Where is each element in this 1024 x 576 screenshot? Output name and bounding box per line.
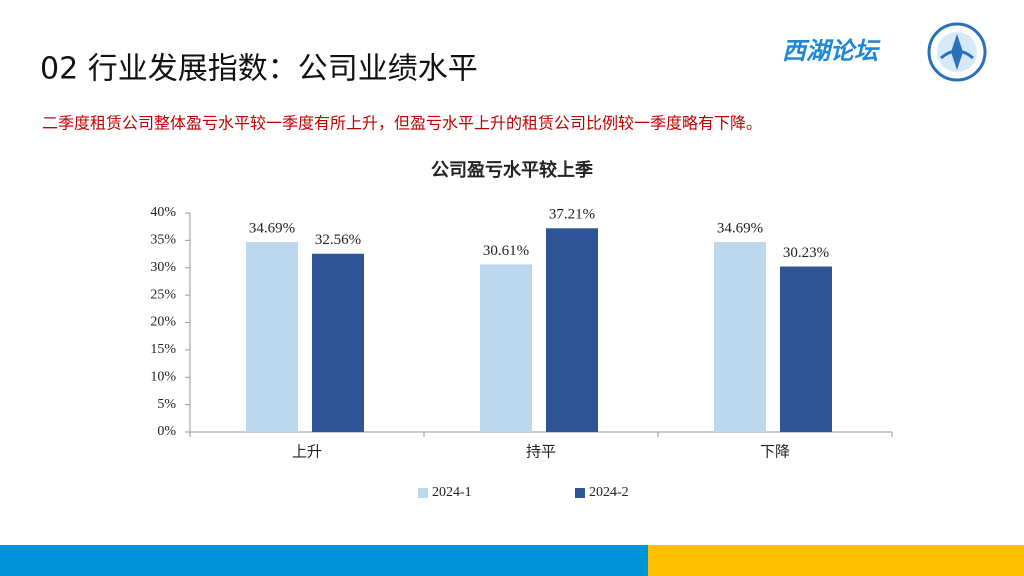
legend-label: 2024-2	[589, 485, 629, 500]
y-tick-label: 20%	[150, 315, 176, 330]
logo-text: 西湖论坛	[782, 37, 881, 65]
y-tick-label: 15%	[150, 342, 176, 357]
bar	[780, 266, 832, 432]
y-tick-label: 30%	[150, 260, 176, 275]
bar	[714, 242, 766, 432]
footer-bar-yellow	[648, 545, 1024, 576]
x-tick-label: 下降	[760, 443, 790, 461]
y-tick-label: 25%	[150, 287, 176, 302]
legend-swatch	[418, 488, 428, 498]
y-tick-label: 0%	[157, 424, 176, 439]
x-tick-label: 上升	[292, 443, 322, 461]
logo-emblem	[927, 22, 987, 82]
legend-swatch	[575, 488, 585, 498]
chart-title: 公司盈亏水平较上季	[431, 159, 593, 180]
slide-title: 02 行业发展指数：公司业绩水平	[40, 52, 478, 87]
y-tick-label: 40%	[150, 205, 176, 220]
value-label: 34.69%	[249, 221, 295, 237]
bar	[246, 242, 298, 432]
legend-label: 2024-1	[432, 485, 472, 500]
bar	[546, 228, 598, 432]
subtitle: 二季度租赁公司整体盈亏水平较一季度有所上升，但盈亏水平上升的租赁公司比例较一季度…	[42, 114, 762, 133]
value-label: 30.23%	[783, 245, 829, 261]
value-label: 34.69%	[717, 221, 763, 237]
bar	[480, 264, 532, 432]
x-tick-label: 持平	[526, 443, 556, 461]
y-tick-label: 10%	[150, 369, 176, 384]
value-label: 30.61%	[483, 243, 529, 259]
value-label: 32.56%	[315, 232, 361, 248]
value-label: 37.21%	[549, 207, 595, 223]
y-tick-label: 5%	[157, 397, 176, 412]
y-tick-label: 35%	[150, 233, 176, 248]
footer-bar-blue	[0, 545, 648, 576]
bar	[312, 253, 364, 432]
